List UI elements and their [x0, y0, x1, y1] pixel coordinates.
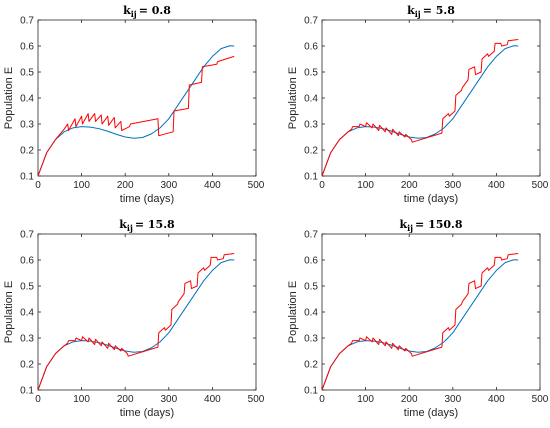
x-tick-label: 100 [357, 180, 374, 191]
chart-title: kij = 15.8 [119, 218, 175, 233]
y-tick-label: 0.4 [20, 94, 34, 105]
title-subscript: ij [131, 9, 137, 19]
y-tick-label: 0.5 [304, 282, 318, 293]
x-tick-label: 0 [35, 394, 41, 405]
y-tick-label: 0.7 [20, 16, 34, 27]
title-value: = 150.8 [415, 218, 463, 231]
x-tick-label: 0 [319, 180, 325, 191]
y-tick-label: 0.6 [20, 256, 34, 267]
x-axis-label: time (days) [404, 193, 458, 205]
fit-curve-line [321, 259, 519, 391]
title-value: = 0.8 [139, 4, 172, 17]
x-tick-label: 400 [204, 180, 221, 191]
x-axis-label: time (days) [120, 193, 174, 205]
y-tick-label: 0.6 [304, 256, 318, 267]
x-tick-label: 100 [357, 394, 374, 405]
x-tick-label: 200 [401, 394, 418, 405]
x-tick-label: 500 [532, 394, 549, 405]
y-tick-label: 0.4 [304, 308, 318, 319]
y-tick-label: 0.3 [304, 120, 318, 131]
x-tick-label: 200 [117, 180, 134, 191]
y-tick-label: 0.3 [304, 334, 318, 345]
title-symbol: k [123, 4, 131, 17]
x-tick-label: 100 [73, 180, 90, 191]
fit-curve-line [321, 45, 519, 177]
y-tick-label: 0.1 [304, 172, 318, 183]
panel-4: 0 100 200 300 400 500 0.1 0.2 0.3 0.4 0.5 0.6 0.7 tim… [287, 218, 549, 419]
y-tick-label: 0.2 [304, 360, 318, 371]
x-tick-label: 500 [248, 180, 265, 191]
y-tick-label: 0.6 [304, 42, 318, 53]
x-tick-label: 400 [488, 394, 505, 405]
x-tick-label: 100 [73, 394, 90, 405]
plot-area [37, 19, 257, 177]
chart-title: kij = 150.8 [399, 218, 462, 233]
x-axis-label: time (days) [120, 407, 174, 419]
x-tick-label: 500 [532, 180, 549, 191]
data-curve-line [37, 55, 235, 177]
title-symbol: k [399, 218, 407, 231]
chart-title: kij = 5.8 [407, 4, 455, 19]
y-tick-label: 0.5 [304, 68, 318, 79]
y-tick-label: 0.2 [304, 146, 318, 157]
x-tick-label: 500 [248, 394, 265, 405]
x-tick-label: 0 [319, 394, 325, 405]
title-symbol: k [407, 4, 415, 17]
data-curve-line [321, 39, 519, 177]
y-tick-label: 0.7 [304, 16, 318, 27]
x-tick-label: 300 [160, 394, 177, 405]
chart-title: kij = 0.8 [123, 4, 171, 19]
x-tick-label: 200 [401, 180, 418, 191]
y-tick-label: 0.1 [20, 172, 34, 183]
y-tick-label: 0.2 [20, 360, 34, 371]
y-tick-label: 0.4 [20, 308, 34, 319]
y-tick-label: 0.6 [20, 42, 34, 53]
x-tick-label: 0 [35, 180, 41, 191]
title-value: = 15.8 [135, 218, 175, 231]
x-tick-label: 400 [204, 394, 221, 405]
y-tick-label: 0.5 [20, 282, 34, 293]
y-axis-label: Population E [3, 67, 15, 129]
panel-3: 0 100 200 300 400 500 0.1 0.2 0.3 0.4 0.5 0.6 0.7 tim… [3, 218, 265, 419]
y-tick-label: 0.4 [304, 94, 318, 105]
x-axis-label: time (days) [404, 407, 458, 419]
title-value: = 5.8 [423, 4, 456, 17]
y-tick-label: 0.7 [20, 230, 34, 241]
panel-2: 0 100 200 300 400 500 0.1 0.2 0.3 0.4 0.5 0.6 0.7 tim… [287, 4, 549, 205]
fit-curve-line [37, 259, 235, 391]
x-tick-label: 300 [444, 394, 461, 405]
y-tick-label: 0.7 [304, 230, 318, 241]
title-subscript: ij [127, 223, 133, 233]
y-tick-label: 0.3 [20, 334, 34, 345]
y-tick-label: 0.3 [20, 120, 34, 131]
data-curve-line [37, 253, 235, 391]
x-tick-label: 200 [117, 394, 134, 405]
x-tick-label: 300 [444, 180, 461, 191]
y-tick-label: 0.5 [20, 68, 34, 79]
x-tick-label: 300 [160, 180, 177, 191]
y-tick-label: 0.2 [20, 146, 34, 157]
x-tick-label: 400 [488, 180, 505, 191]
y-axis-label: Population E [287, 281, 299, 343]
title-subscript: ij [415, 9, 421, 19]
y-axis-label: Population E [3, 281, 15, 343]
fit-curve-line [37, 45, 235, 177]
panel-1: 0 100 200 300 400 500 0.1 0.2 0.3 0.4 0.5 0.6 0.7 tim… [3, 4, 265, 205]
data-curve-line [321, 253, 519, 391]
y-tick-label: 0.1 [20, 386, 34, 397]
title-symbol: k [119, 218, 127, 231]
y-tick-label: 0.1 [304, 386, 318, 397]
y-axis-label: Population E [287, 67, 299, 129]
title-subscript: ij [407, 223, 413, 233]
